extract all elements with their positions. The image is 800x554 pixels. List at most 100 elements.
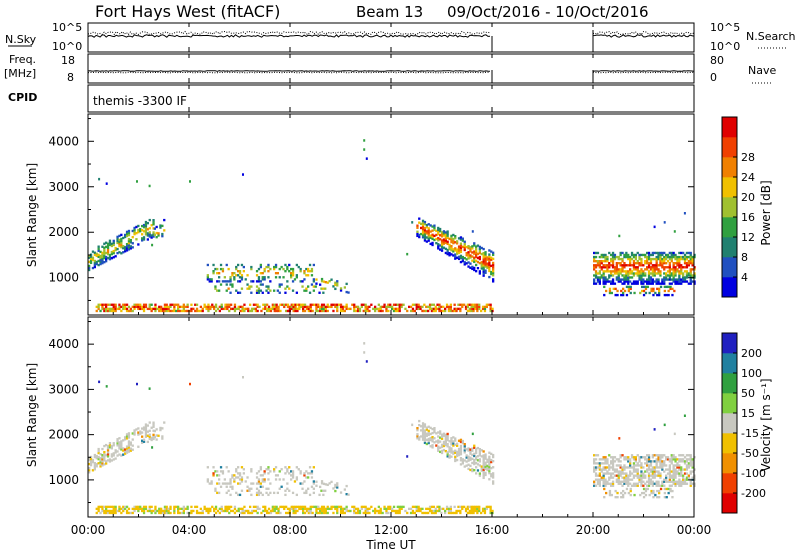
power-cell [227, 287, 230, 290]
velocity-cell [332, 487, 335, 490]
velocity-cell [317, 507, 320, 511]
velocity-cell [214, 505, 218, 509]
power-cell [242, 270, 245, 273]
power-cell [646, 251, 649, 255]
power-cell [398, 305, 401, 309]
velocity-cell [144, 431, 148, 434]
power-cell [670, 274, 673, 277]
power-cell [627, 289, 630, 293]
velocity-cell [212, 466, 215, 469]
power-cell [120, 239, 123, 243]
power-cell [604, 276, 607, 279]
velocity-cell [450, 449, 453, 452]
velocity-cell [349, 509, 352, 513]
power-cell [629, 287, 632, 291]
velocity-cell [655, 466, 658, 469]
velocity-cell [303, 480, 306, 483]
power-cell [120, 246, 123, 249]
power-cell [668, 278, 671, 281]
velocity-cell [158, 507, 161, 511]
velocity-cell [620, 496, 623, 499]
power-cell [594, 266, 598, 269]
velocity-cell [137, 433, 140, 436]
power-cell [680, 272, 683, 275]
velocity-cell [427, 433, 430, 437]
velocity-cell [116, 440, 119, 443]
power-cell [447, 307, 451, 311]
power-cell [417, 307, 420, 311]
power-cell [454, 253, 457, 256]
power-cell [328, 305, 331, 309]
velocity-cell [91, 461, 95, 464]
velocity-cell [425, 434, 428, 437]
velocity-cell [452, 440, 455, 443]
power-cell [685, 274, 689, 277]
velocity-cell [330, 480, 333, 484]
power-cell [665, 285, 668, 289]
power-cell [319, 283, 322, 286]
velocity-cell [613, 474, 617, 477]
velocity-cell [133, 429, 136, 432]
power-cell [212, 270, 215, 273]
velocity-cell [288, 507, 291, 511]
power-cell [173, 307, 176, 311]
power-cell [93, 253, 96, 256]
velocity-cell [467, 455, 470, 458]
velocity-cell [255, 493, 259, 497]
power-cell [114, 248, 117, 252]
power-cell [610, 272, 613, 275]
power-cell [411, 303, 415, 306]
power-colorbar-tick-label: 12 [741, 231, 755, 244]
velocity-cell [463, 449, 466, 452]
velocity-cell [301, 487, 304, 490]
power-cell [141, 229, 144, 232]
velocity-cell [150, 436, 153, 440]
velocity-cell [250, 487, 253, 490]
velocity-cell [309, 507, 312, 511]
velocity-cell [418, 419, 421, 423]
power-cell [672, 262, 675, 265]
power-cell [307, 270, 310, 273]
power-cell [456, 240, 459, 243]
velocity-cell [474, 507, 477, 511]
power-cell [602, 272, 605, 275]
velocity-cell [437, 431, 440, 434]
velocity-cell [402, 505, 405, 509]
velocity-cell [488, 451, 491, 454]
velocity-cell [608, 489, 612, 493]
velocity-cell [680, 458, 683, 461]
power-cell [120, 233, 123, 237]
velocity-ytick-label: 2000 [48, 428, 79, 442]
velocity-cell [334, 485, 337, 489]
power-cell [292, 303, 295, 306]
power-cell [457, 251, 461, 254]
power-cell [610, 282, 613, 285]
power-cell [339, 307, 343, 311]
velocity-cell [647, 468, 651, 471]
velocity-cell [440, 445, 444, 449]
power-cell [685, 257, 689, 261]
velocity-cell [303, 511, 307, 515]
velocity-cell [425, 442, 428, 446]
power-cell [433, 228, 436, 231]
power-cell [644, 280, 647, 283]
power-cell [305, 307, 309, 311]
velocity-cell [263, 472, 266, 475]
power-cell [127, 309, 131, 313]
velocity-cell [279, 505, 282, 509]
velocity-cell [461, 507, 464, 511]
velocity-cell [438, 505, 441, 509]
velocity-cell [634, 468, 637, 471]
power-cell [466, 309, 469, 313]
nave-tick-bottom: 0 [710, 71, 717, 84]
power-cell [655, 255, 658, 259]
power-cell [454, 249, 457, 252]
velocity-cell [663, 484, 666, 487]
velocity-cell [689, 462, 692, 465]
power-cell [175, 303, 178, 306]
power-cell [116, 307, 119, 311]
velocity-cell [489, 509, 492, 513]
velocity-cell [468, 505, 471, 509]
power-cell [484, 271, 487, 274]
